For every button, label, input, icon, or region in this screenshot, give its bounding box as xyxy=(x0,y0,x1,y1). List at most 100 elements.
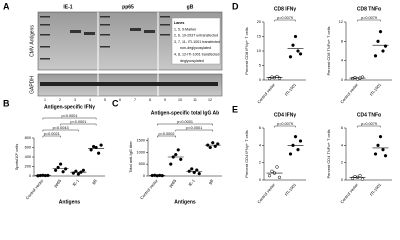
data-dot xyxy=(378,30,383,34)
y-tick-label: 400 xyxy=(25,155,31,159)
lane-number: 3 xyxy=(74,98,76,102)
data-dot xyxy=(288,152,293,156)
y-tick-label: 15 xyxy=(257,35,261,39)
y-axis-label: Percent CD4 IFNγ+ T cells xyxy=(244,130,249,177)
y-tick-label: 0 xyxy=(143,174,145,178)
panel-letter: B xyxy=(3,98,10,108)
data-dot xyxy=(381,148,385,152)
legend-line: 2, 6, 10-293T untransfected xyxy=(174,34,218,38)
p-bracket xyxy=(157,135,176,138)
p-value: p=0.0002 xyxy=(159,132,175,136)
lane-number: 6 xyxy=(119,98,121,102)
data-dot xyxy=(197,171,201,176)
data-dot xyxy=(296,49,300,53)
data-dot xyxy=(211,141,215,145)
y-axis-label: Percent CD4 TNFα+ T cells xyxy=(326,130,331,179)
data-dot xyxy=(169,162,173,166)
y-tick-label: 2 xyxy=(259,161,261,165)
chart-title: CD8 IFNγ xyxy=(274,6,296,12)
data-dot xyxy=(174,152,178,157)
lane-number: 7 xyxy=(134,98,136,102)
p-value: p=0.0043 xyxy=(53,126,69,130)
p-bracket xyxy=(60,123,97,126)
data-dot xyxy=(358,174,362,178)
y-tick-label: 0 xyxy=(341,178,343,182)
data-dot xyxy=(89,148,93,152)
lane-number: 9 xyxy=(164,98,166,102)
p-value: p=0.0021 xyxy=(44,132,60,136)
lane-number: 5 xyxy=(104,98,106,102)
figure: A IE-1 pp65 gB CMV Antigens GAPDH Lanes 1… xyxy=(3,1,392,205)
y-tick-label: 4 xyxy=(341,59,343,63)
y-tick-label: 0 xyxy=(29,174,31,178)
y-tick-label: 6 xyxy=(259,126,261,130)
data-dot xyxy=(381,49,385,53)
data-dot xyxy=(288,55,293,59)
chart-title: CD4 TNFα xyxy=(357,112,382,118)
p-bracket xyxy=(42,129,79,132)
y-tick-label: 0 xyxy=(259,178,261,182)
p-bracket xyxy=(274,19,296,22)
data-dot xyxy=(383,154,388,158)
blot-y-label: CMV Antigens xyxy=(29,25,35,57)
y-tick-label: 0 xyxy=(259,78,261,82)
y-tick-label: 4 xyxy=(341,143,343,147)
data-dot xyxy=(293,34,298,39)
chart-title: Antigen-specific total IgG Ab xyxy=(151,110,219,116)
y-tick-label: 600 xyxy=(25,146,31,150)
legend-line: non-deglycosylated xyxy=(180,46,211,50)
data-dot xyxy=(99,143,103,147)
data-dot xyxy=(360,177,365,181)
y-tick-label: 0 xyxy=(341,78,343,82)
p-value: p=0.0079 xyxy=(277,122,293,126)
p-value: p=0.0079 xyxy=(277,16,293,20)
y-tick-label: 2 xyxy=(341,161,343,165)
p-value: p<0.0001 xyxy=(177,120,193,124)
data-dot xyxy=(277,175,282,180)
y-tick-label: 1000 xyxy=(137,150,145,154)
data-dot xyxy=(76,172,81,176)
chart-title: CD8 TNFα xyxy=(357,6,382,12)
y-tick-label: 500 xyxy=(139,162,145,166)
y-tick-label: 200 xyxy=(25,165,31,169)
p-bracket xyxy=(357,125,381,128)
x-tick-label: ITI-1001 xyxy=(369,182,383,197)
data-dot xyxy=(298,139,303,143)
y-axis-label: Percent CD8 IFNγ+ T cells xyxy=(244,27,249,74)
y-tick-label: 800 xyxy=(25,136,31,140)
data-dot xyxy=(376,143,380,147)
y-tick-label: 20 xyxy=(257,20,261,24)
p-bracket xyxy=(42,135,61,138)
p-bracket xyxy=(157,123,213,126)
legend-box xyxy=(171,17,221,65)
loading-label: GAPDH xyxy=(29,76,35,94)
data-dot xyxy=(275,165,279,169)
data-dot xyxy=(179,157,183,162)
data-dot xyxy=(373,152,378,156)
data-dot xyxy=(293,135,298,139)
lane-number: 1 xyxy=(44,98,46,102)
x-tick-label: pp65 xyxy=(168,178,178,189)
x-tick-label: IE-1 xyxy=(187,178,196,187)
legend-line: deglycosylated xyxy=(180,59,204,63)
data-dot xyxy=(378,135,383,139)
panel-letter: E xyxy=(232,104,238,114)
lane-number: 2 xyxy=(59,98,61,102)
data-dot xyxy=(208,145,212,150)
x-tick-label: Control vector xyxy=(25,178,45,201)
lane-number: 11 xyxy=(193,98,197,102)
group-label: IE-1 xyxy=(63,4,72,10)
x-axis-label: Antigens xyxy=(174,199,196,205)
x-tick-label: gB xyxy=(207,178,214,185)
data-dot xyxy=(373,54,378,58)
y-tick-label: 4 xyxy=(259,143,261,147)
x-tick-label: Control vector xyxy=(339,182,359,205)
data-dot xyxy=(277,76,282,80)
data-dot xyxy=(376,39,380,43)
x-tick-label: IE-1 xyxy=(71,178,80,187)
panel-letter: C xyxy=(112,98,119,108)
lane-number: 8 xyxy=(149,98,151,102)
data-dot xyxy=(267,174,272,178)
p-value: p=0.0079 xyxy=(361,16,377,20)
data-dot xyxy=(96,151,101,155)
